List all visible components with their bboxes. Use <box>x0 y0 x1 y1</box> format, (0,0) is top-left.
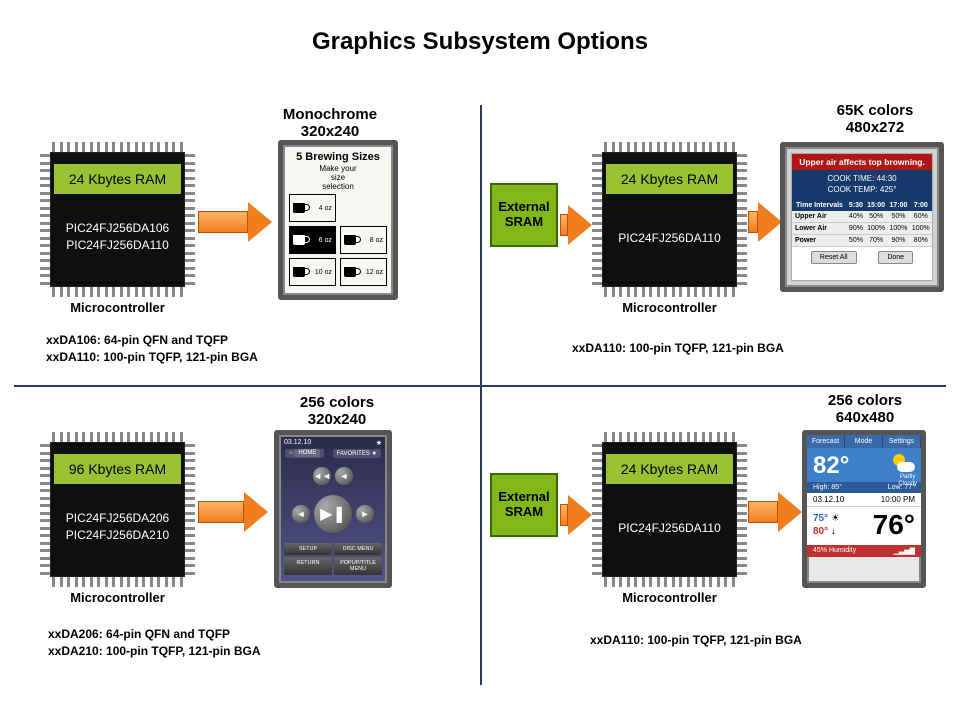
ram-label: 24 Kbytes RAM <box>606 454 733 484</box>
quadrant-bl: 256 colors320x240 96 Kbytes RAM PIC24FJ2… <box>20 390 480 680</box>
chip-tr: 24 Kbytes RAM PIC24FJ256DA110 Microcontr… <box>592 142 747 297</box>
caption-br: xxDA110: 100-pin TQFP, 121-pin BGA <box>590 632 802 649</box>
mono-sub: Make yoursizeselection <box>283 165 393 194</box>
screen-256-weather: ForecastModeSettings 82° PartlyCloudy Hi… <box>802 430 926 588</box>
cup-8oz: 8 oz <box>340 226 387 254</box>
chip-bl: 96 Kbytes RAM PIC24FJ256DA206PIC24FJ256D… <box>40 432 195 587</box>
part-numbers: PIC24FJ256DA106PIC24FJ256DA110 <box>54 220 181 254</box>
cup-10oz: 10 oz <box>289 258 336 286</box>
arrow-br <box>748 492 802 532</box>
done-btn: Done <box>878 251 913 264</box>
rew-icon: ◄ <box>335 467 353 485</box>
mc-label: Microcontroller <box>40 300 195 315</box>
diagram-grid: Monochrome320x240 24 Kbytes RAM PIC24FJ2… <box>20 110 940 690</box>
arrow-sram-tr <box>560 205 592 245</box>
ram-label: 24 Kbytes RAM <box>606 164 733 194</box>
arrow-bl <box>198 492 268 532</box>
chip-br: 24 Kbytes RAM PIC24FJ256DA110 Microcontr… <box>592 432 747 587</box>
chip-tl: 24 Kbytes RAM PIC24FJ256DA106PIC24FJ256D… <box>40 142 195 297</box>
part-numbers: PIC24FJ256DA206PIC24FJ256DA210 <box>54 510 181 544</box>
quadrant-br: 256 colors640x480 ExternalSRAM 24 Kbytes… <box>480 390 940 680</box>
screen-256-player: 03.12.10★ ⌂ HOMEFAVORITES ★ ◄◄ ◄ ◄ ▶❚ ► … <box>274 430 392 588</box>
play-pause-icon: ▶❚ <box>314 495 352 533</box>
screen-65k: Upper air affects top browning. COOK TIM… <box>780 142 944 292</box>
cup-12oz: 12 oz <box>340 258 387 286</box>
weather-icon <box>891 454 915 472</box>
caption-bl: xxDA206: 64-pin QFN and TQFPxxDA210: 100… <box>48 626 261 660</box>
cup-6oz-selected: 6 oz <box>289 226 336 254</box>
back-icon: ◄ <box>292 505 310 523</box>
ram-label: 24 Kbytes RAM <box>54 164 181 194</box>
display-label-tl: Monochrome320x240 <box>260 106 400 141</box>
display-label-br: 256 colors640x480 <box>800 392 930 427</box>
display-label-tr: 65K colors480x272 <box>810 102 940 137</box>
quadrant-tr: 65K colors480x272 ExternalSRAM 24 Kbytes… <box>480 100 940 390</box>
fwd-icon: ► <box>356 505 374 523</box>
external-sram-tr: ExternalSRAM <box>490 183 558 247</box>
prev-icon: ◄◄ <box>313 467 331 485</box>
quadrant-tl: Monochrome320x240 24 Kbytes RAM PIC24FJ2… <box>20 100 480 390</box>
page-title: Graphics Subsystem Options <box>0 0 960 56</box>
caption-tr: xxDA110: 100-pin TQFP, 121-pin BGA <box>572 340 784 357</box>
screen-monochrome: 5 Brewing Sizes Make yoursizeselection 4… <box>278 140 398 300</box>
mc-label: Microcontroller <box>592 590 747 605</box>
reset-btn: Reset All <box>811 251 857 264</box>
display-label-bl: 256 colors320x240 <box>272 394 402 429</box>
mc-label: Microcontroller <box>40 590 195 605</box>
caption-tl: xxDA106: 64-pin QFN and TQFPxxDA110: 100… <box>46 332 258 366</box>
mc-label: Microcontroller <box>592 300 747 315</box>
part-numbers: PIC24FJ256DA110 <box>606 230 733 247</box>
ram-label: 96 Kbytes RAM <box>54 454 181 484</box>
arrow-tr <box>748 202 782 242</box>
cook-table: Time Intervals5:3015:0017:007:00 Upper A… <box>792 200 932 247</box>
part-numbers: PIC24FJ256DA110 <box>606 520 733 537</box>
external-sram-br: ExternalSRAM <box>490 473 558 537</box>
cup-4oz: 4 oz <box>289 194 336 222</box>
arrow-tl <box>198 202 272 242</box>
player-controls: ◄◄ ◄ <box>279 461 387 495</box>
arrow-sram-br <box>560 495 592 535</box>
